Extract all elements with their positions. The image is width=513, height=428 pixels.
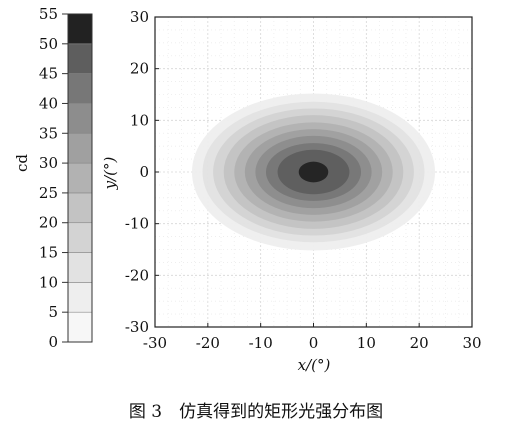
y-tick-label: -30 xyxy=(125,318,149,336)
colorbar-band xyxy=(67,222,93,253)
colorbar-tick-label: 0 xyxy=(48,333,58,351)
colorbar-frame xyxy=(67,13,93,343)
colorbar-band xyxy=(67,13,93,45)
y-axis-ticks: -30 -20 -10 0 10 20 30 xyxy=(125,8,159,336)
figure-caption: 图 3 仿真得到的矩形光强分布图 xyxy=(129,402,383,422)
colorbar-tick-label: 5 xyxy=(48,303,58,321)
colorbar-band xyxy=(67,282,93,313)
colorbar-ticks: 0 5 10 15 20 25 30 35 40 45 50 55 xyxy=(39,5,68,351)
colorbar-tick-label: 25 xyxy=(39,184,58,202)
colorbar-band xyxy=(67,132,93,164)
y-tick-label: 10 xyxy=(130,111,149,129)
x-axis-ticks: -30 -20 -10 0 10 20 30 xyxy=(143,323,482,352)
colorbar-tick-label: 30 xyxy=(39,154,58,172)
colorbar-tick-label: 10 xyxy=(39,273,58,291)
y-tick-label: 30 xyxy=(130,8,149,26)
colorbar-tick-label: 50 xyxy=(39,35,58,53)
colorbar-tick-label: 55 xyxy=(39,5,58,23)
intensity-contours xyxy=(191,93,436,251)
y-tick-label: -10 xyxy=(125,215,149,233)
x-axis-label: x/(°) xyxy=(298,356,331,374)
colorbar-tick-label: 40 xyxy=(39,94,58,112)
contour-level-50 xyxy=(298,161,329,183)
colorbar-tick-label: 45 xyxy=(39,65,58,83)
x-tick-label: -10 xyxy=(249,334,273,352)
x-tick-label: 20 xyxy=(410,334,429,352)
colorbar-band xyxy=(67,43,93,74)
contour-plot: -30 -20 -10 0 10 20 30 -30 -20 -10 0 10 20 30 xyxy=(125,8,482,352)
y-tick-label: 0 xyxy=(139,163,149,181)
colorbar-band xyxy=(67,73,93,104)
x-tick-label: 0 xyxy=(309,334,319,352)
x-tick-label: 10 xyxy=(357,334,376,352)
x-tick-label: 30 xyxy=(462,334,481,352)
colorbar-band xyxy=(67,311,93,343)
x-tick-label: -20 xyxy=(196,334,220,352)
x-tick-label: -30 xyxy=(143,334,167,352)
colorbar-tick-label: 15 xyxy=(39,244,58,262)
colorbar-tick-label: 35 xyxy=(39,124,58,142)
y-tick-label: -20 xyxy=(125,266,149,284)
colorbar-unit-label: cd xyxy=(13,154,31,172)
y-axis-label: y/(°) xyxy=(101,156,119,190)
colorbar-band xyxy=(67,162,93,194)
colorbar-band xyxy=(67,103,93,134)
colorbar-band xyxy=(67,192,93,224)
colorbar xyxy=(67,13,93,343)
y-tick-label: 20 xyxy=(130,60,149,78)
colorbar-band xyxy=(67,252,93,283)
colorbar-tick-label: 20 xyxy=(39,214,58,232)
